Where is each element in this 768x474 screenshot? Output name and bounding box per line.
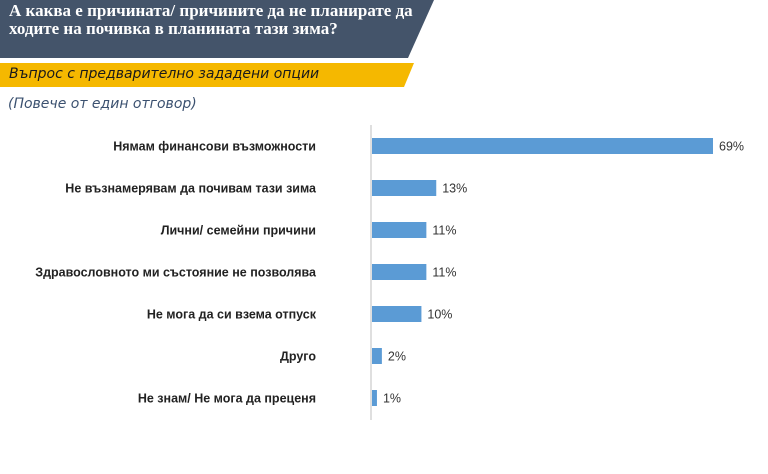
multiple-answer-note: (Повече от един отговор): [8, 96, 197, 112]
title-banner: А каква е причината/ причините да не пла…: [0, 0, 440, 58]
data-label: 11%: [432, 224, 456, 238]
category-label: Друго: [280, 350, 316, 364]
page-title: А каква е причината/ причините да не пла…: [9, 1, 413, 38]
data-label: 10%: [427, 308, 452, 322]
data-label: 69%: [719, 140, 744, 154]
subtitle-banner: Въпрос с предварително зададени опции: [0, 63, 420, 87]
category-label: Не знам/ Не мога да преценя: [138, 392, 316, 406]
data-label: 13%: [442, 182, 467, 196]
title-banner-shape: [0, 0, 434, 58]
category-label: Не мога да си взема отпуск: [147, 308, 317, 322]
category-label: Лични/ семейни причини: [161, 224, 316, 238]
category-label: Здравословното ми състояние не позволява: [35, 266, 317, 280]
bar: [372, 390, 377, 406]
category-label: Нямам финансови възможности: [113, 140, 316, 154]
subtitle-banner-shape: [0, 63, 414, 87]
question-type-label: Въпрос с предварително зададени опции: [9, 66, 320, 82]
bar: [372, 180, 437, 196]
bar: [372, 306, 422, 322]
bar: [372, 138, 713, 154]
category-label: Не възнамерявам да почивам тази зима: [65, 182, 317, 196]
bar: [372, 264, 427, 280]
data-label: 11%: [432, 266, 456, 280]
bar: [372, 348, 382, 364]
bar: [372, 222, 427, 238]
data-label: 2%: [388, 350, 406, 364]
data-label: 1%: [383, 392, 401, 406]
